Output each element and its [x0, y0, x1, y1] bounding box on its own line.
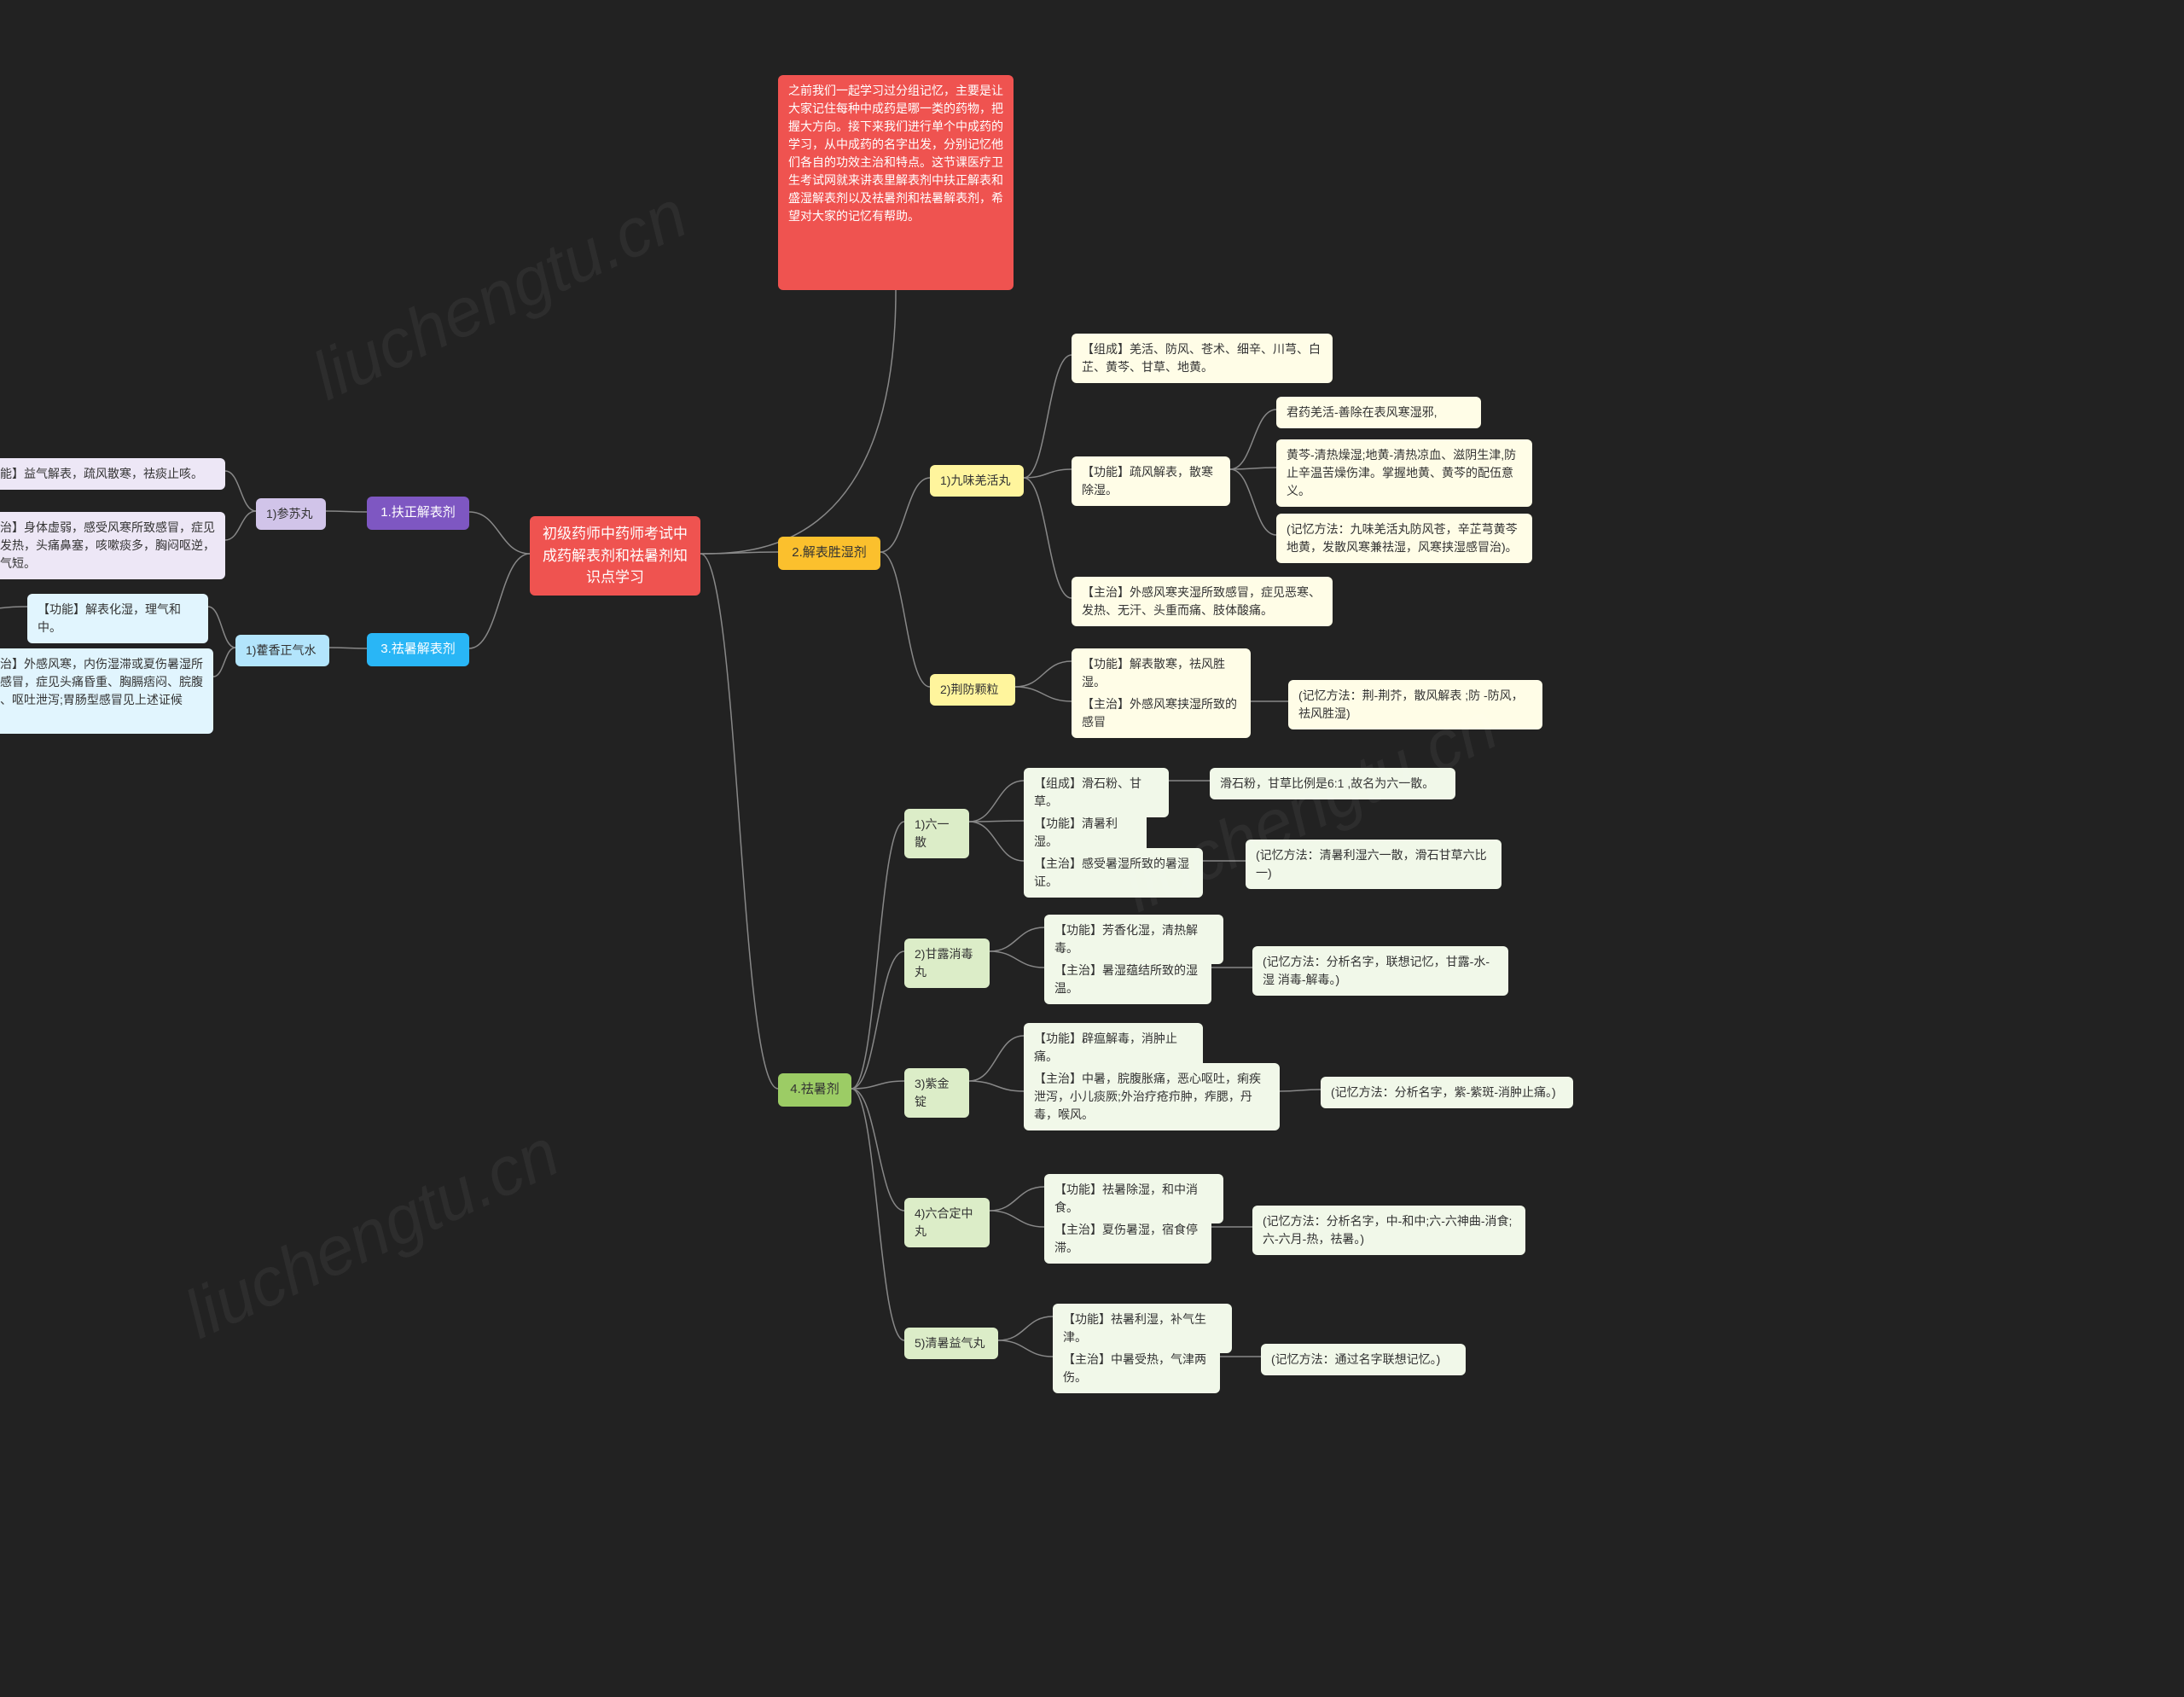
connector	[990, 927, 1044, 951]
node-b1a2[interactable]: 【主治】身体虚弱，感受风寒所致感冒，症见恶寒发热，头痛鼻塞，咳嗽痰多，胸闷呕逆，…	[0, 512, 225, 579]
node-b3[interactable]: 3.祛暑解表剂	[367, 633, 469, 666]
node-b4b2m[interactable]: (记忆方法：分析名字，联想记忆，甘露-水-湿 消毒-解毒。)	[1252, 946, 1508, 996]
connector	[1024, 478, 1072, 598]
connector	[851, 822, 904, 1089]
node-b4e[interactable]: 5)清暑益气丸	[904, 1328, 998, 1359]
connector	[225, 471, 256, 511]
connector	[969, 821, 1024, 822]
node-b2a3[interactable]: 【主治】外感风寒夹湿所致感冒，症见恶寒、发热、无汗、头重而痛、肢体酸痛。	[1072, 577, 1333, 626]
node-b4b2[interactable]: 【主治】暑湿蕴结所致的湿温。	[1044, 955, 1211, 1004]
connector	[700, 554, 778, 1089]
node-b4e2[interactable]: 【主治】中暑受热，气津两伤。	[1053, 1344, 1220, 1393]
connector	[469, 554, 530, 648]
connector	[969, 781, 1024, 822]
connector	[969, 1081, 1024, 1091]
node-b1[interactable]: 1.扶正解表剂	[367, 497, 469, 530]
connector	[851, 951, 904, 1089]
connector	[969, 1036, 1024, 1081]
node-b1a[interactable]: 1)参苏丸	[256, 498, 326, 530]
node-b2a2b[interactable]: 黄芩-清热燥湿;地黄-清热凉血、滋阴生津,防止辛温苦燥伤津。掌握地黄、黄芩的配伍…	[1276, 439, 1532, 507]
connector	[1015, 661, 1072, 687]
connector	[1015, 687, 1072, 701]
node-b4d[interactable]: 4)六合定中丸	[904, 1198, 990, 1247]
node-b4[interactable]: 4.祛暑剂	[778, 1073, 851, 1107]
connector	[880, 478, 930, 552]
connector	[0, 607, 27, 621]
node-b4a3[interactable]: 【主治】感受暑湿所致的暑湿证。	[1024, 848, 1203, 898]
node-b4d2[interactable]: 【主治】夏伤暑湿，宿食停滞。	[1044, 1214, 1211, 1264]
node-root[interactable]: 初级药师中药师考试中成药解表剂和祛暑剂知识点学习	[530, 516, 700, 596]
connector	[1280, 1090, 1321, 1091]
connector	[851, 1081, 904, 1089]
node-b4b[interactable]: 2)甘露消毒丸	[904, 939, 990, 988]
node-b4c2m[interactable]: (记忆方法：分析名字，紫-紫斑-消肿止痛。)	[1321, 1077, 1573, 1108]
connector	[998, 1316, 1053, 1340]
node-intro[interactable]: 之前我们一起学习过分组记忆，主要是让大家记住每种中成药是哪一类的药物，把握大方向…	[778, 75, 1014, 290]
node-b4a[interactable]: 1)六一散	[904, 809, 969, 858]
node-b4d2m[interactable]: (记忆方法：分析名字，中-和中;六-六神曲-消食;六-六月-热，祛暑。)	[1252, 1206, 1525, 1255]
node-b1a1[interactable]: 【功能】益气解表，疏风散寒，祛痰止咳。	[0, 458, 225, 490]
connector	[990, 1211, 1044, 1227]
node-b3a1[interactable]: 【功能】解表化湿，理气和中。	[27, 594, 208, 643]
connector	[208, 607, 235, 648]
node-b2a2[interactable]: 【功能】疏风解表，散寒除湿。	[1072, 456, 1230, 506]
node-b2b2m[interactable]: (记忆方法：荆-荆芥，散风解表 ;防 -防风，祛风胜湿)	[1288, 680, 1542, 729]
node-b4c2[interactable]: 【主治】中暑，脘腹胀痛，恶心呕吐，痢疾泄泻，小儿痰厥;外治疗疮疖肿，痄腮，丹毒，…	[1024, 1063, 1280, 1130]
connector	[1230, 410, 1276, 469]
node-b2a1[interactable]: 【组成】羌活、防风、苍术、细辛、川芎、白芷、黄芩、甘草、地黄。	[1072, 334, 1333, 383]
connector	[700, 290, 896, 554]
connector	[851, 1089, 904, 1340]
node-b2a[interactable]: 1)九味羌活丸	[930, 465, 1024, 497]
connector	[213, 648, 235, 677]
connector	[225, 511, 256, 540]
node-b3a[interactable]: 1)藿香正气水	[235, 635, 329, 666]
node-b2[interactable]: 2.解表胜湿剂	[778, 537, 880, 570]
connector	[969, 822, 1024, 861]
node-b4c[interactable]: 3)紫金锭	[904, 1068, 969, 1118]
connector	[990, 1187, 1044, 1211]
watermark: liuchengtu.cn	[301, 175, 699, 416]
node-b4a3m[interactable]: (记忆方法：清暑利湿六一散，滑石甘草六比一)	[1246, 840, 1502, 889]
connector	[880, 552, 930, 687]
connector	[1024, 355, 1072, 478]
node-b2b2[interactable]: 【主治】外感风寒挟湿所致的感冒	[1072, 689, 1251, 738]
connector	[851, 1089, 904, 1211]
node-b2a2c[interactable]: (记忆方法：九味羌活丸防风苍，辛芷芎黄芩地黄，发散风寒兼祛湿，风寒挟湿感冒治)。	[1276, 514, 1532, 563]
node-b4e2m[interactable]: (记忆方法：通过名字联想记忆。)	[1261, 1344, 1466, 1375]
connector	[1230, 469, 1276, 535]
connector	[998, 1340, 1053, 1357]
node-b3a2[interactable]: 【主治】外感风寒，内伤湿滞或夏伤暑湿所致的感冒，症见头痛昏重、胸膈痞闷、脘腹胀痛…	[0, 648, 213, 734]
node-b2a2a[interactable]: 君药羌活-善除在表风寒湿邪,	[1276, 397, 1481, 428]
node-b2b[interactable]: 2)荆防颗粒	[930, 674, 1015, 706]
connector	[469, 512, 530, 554]
connector	[1230, 468, 1276, 469]
node-b4a1m[interactable]: 滑石粉，甘草比例是6:1 ,故名为六一散。	[1210, 768, 1455, 799]
connector	[990, 951, 1044, 968]
connector	[326, 511, 367, 512]
watermark: liuchengtu.cn	[173, 1113, 571, 1355]
connector	[700, 552, 778, 554]
connector	[1024, 469, 1072, 478]
